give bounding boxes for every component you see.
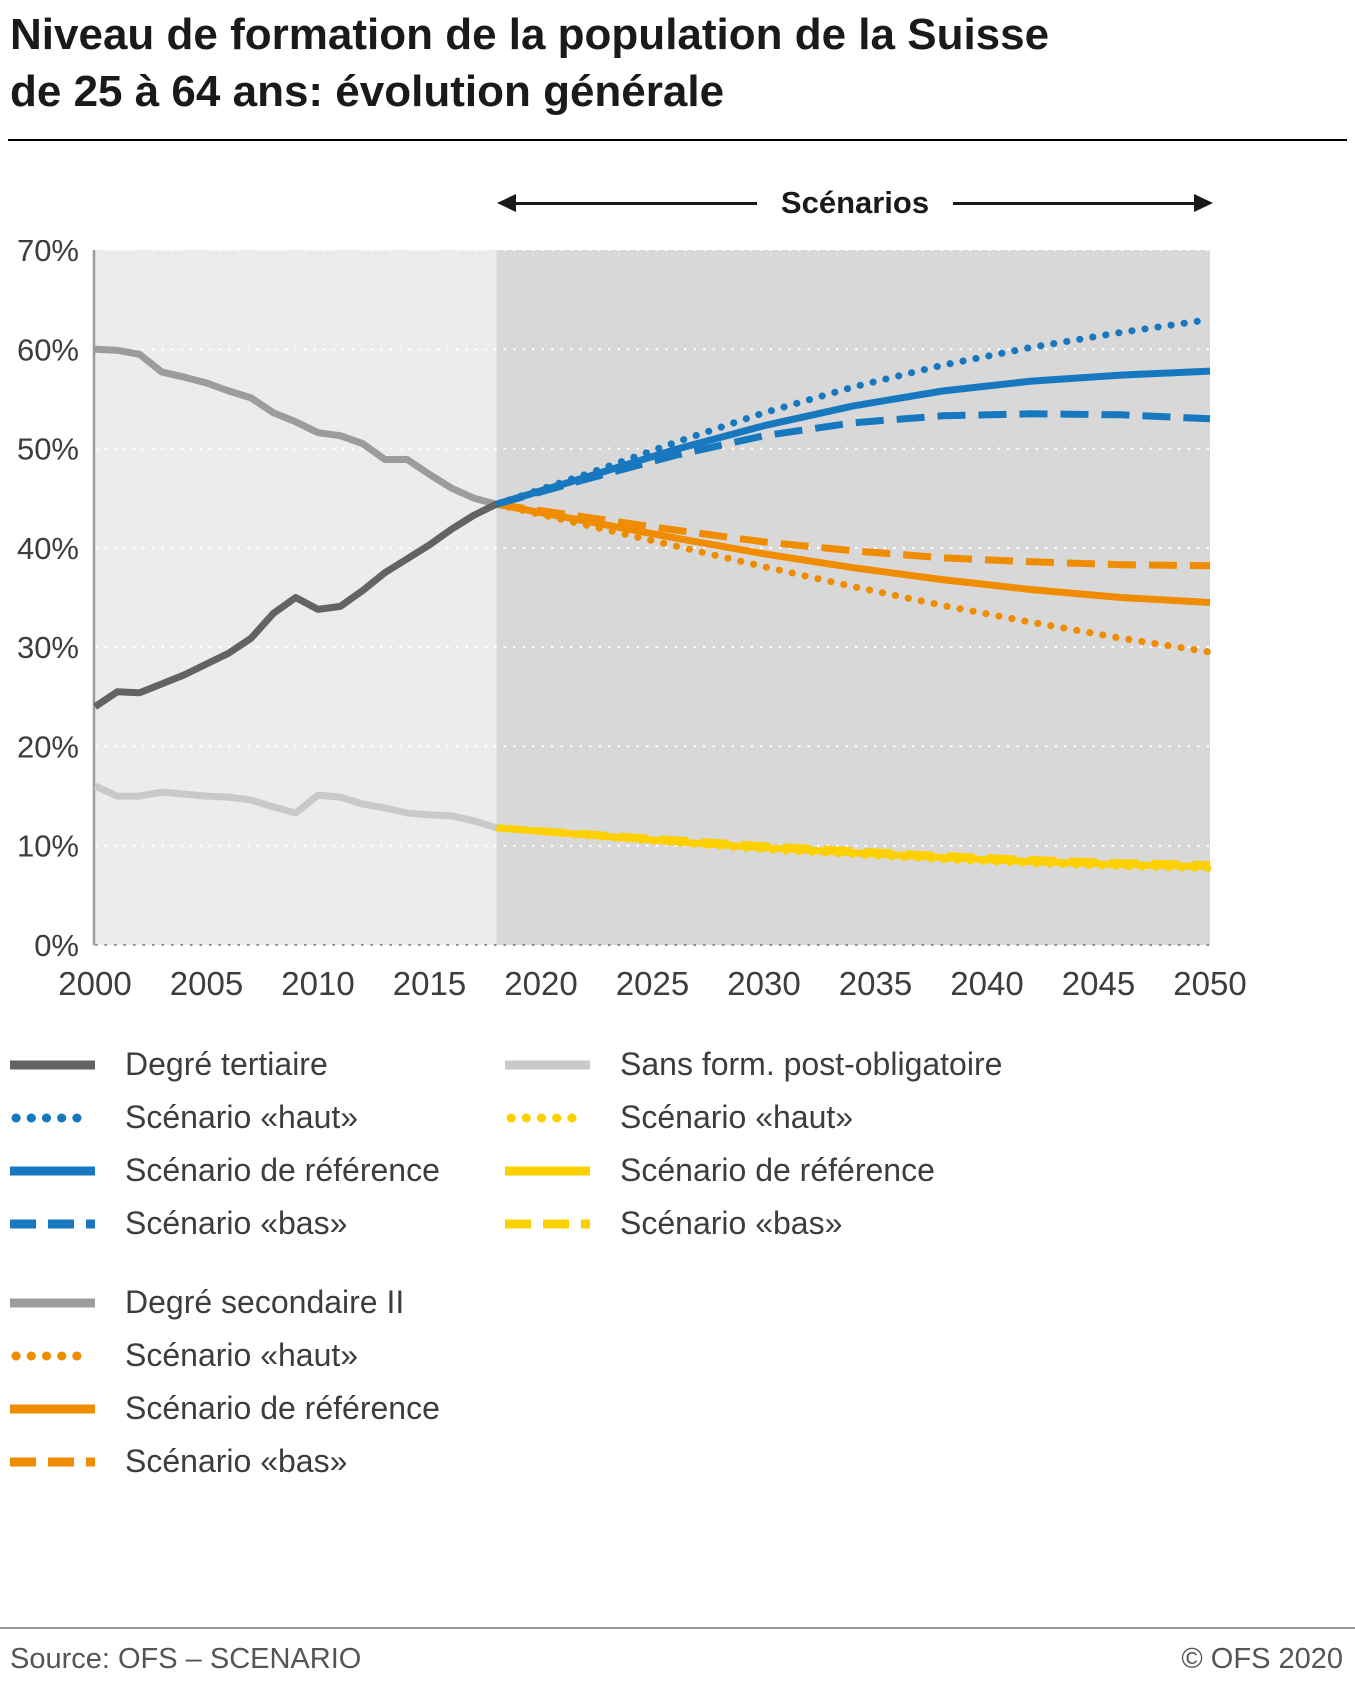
arrow-right-icon — [953, 193, 1214, 213]
series-sans-form-scenario-reference — [496, 824, 1211, 871]
x-tick-label: 2010 — [281, 965, 354, 1002]
y-tick-label: 10% — [17, 829, 79, 864]
legend-swatch-solid — [505, 1060, 590, 1069]
arrow-left-icon — [497, 193, 757, 213]
legend-swatch-dashed — [505, 1219, 590, 1228]
y-tick-label: 20% — [17, 729, 79, 764]
legend-item: Scénario de référence — [505, 1144, 1002, 1197]
x-tick-label: 2045 — [1062, 965, 1135, 1002]
page-title-line2: de 25 à 64 ans: évolution générale — [10, 67, 725, 116]
legend-item: Sans form. post-obligatoire — [505, 1038, 1002, 1091]
legend-swatch-dotted — [506, 1113, 590, 1122]
series-secondaire-historique — [94, 345, 498, 508]
y-tick-label: 40% — [17, 531, 79, 566]
x-tick-label: 2040 — [950, 965, 1023, 1002]
x-tick-label: 2030 — [727, 965, 800, 1002]
legend-swatch-dashed — [10, 1457, 95, 1466]
legend-swatch-dotted — [11, 1113, 95, 1122]
legend-label: Scénario «haut» — [125, 1337, 359, 1373]
legend-item: Scénario «bas» — [10, 1197, 440, 1250]
legend-label: Scénario «bas» — [125, 1205, 348, 1241]
x-tick-label: 2050 — [1173, 965, 1246, 1002]
education-level-chart: 0% 10% 20% 30% 40% 50% 60% 70% 2000 2005 2010 2015 2… — [17, 240, 1247, 1002]
legend-item: Scénario de référence — [10, 1144, 440, 1197]
scenario-label: Scénarios — [780, 185, 930, 220]
series-sans-form-historique — [93, 782, 498, 832]
x-tick-label: 2005 — [170, 965, 243, 1002]
legend-label: Scénario de référence — [620, 1152, 935, 1188]
legend-item: Scénario «bas» — [10, 1435, 440, 1488]
legend-item: Scénario de référence — [10, 1382, 440, 1435]
legend-label: Scénario de référence — [125, 1152, 440, 1188]
legend-swatch-solid — [10, 1404, 95, 1413]
footer-divider — [0, 1627, 1355, 1629]
x-tick-label: 2035 — [839, 965, 912, 1002]
series-secondaire-scenario-reference — [495, 500, 1211, 606]
legend-label: Scénario «bas» — [125, 1443, 348, 1479]
legend-label: Scénario de référence — [125, 1390, 440, 1426]
legend-label: Scénario «haut» — [620, 1099, 854, 1135]
legend-label: Degré tertiaire — [125, 1046, 328, 1082]
x-tick-label: 2020 — [504, 965, 577, 1002]
legend-item: Scénario «bas» — [505, 1197, 1002, 1250]
legend-label: Scénario «bas» — [620, 1205, 843, 1241]
y-tick-label: 60% — [17, 332, 79, 367]
legend-swatch-solid — [10, 1166, 95, 1175]
series-tertiaire-historique — [93, 501, 498, 710]
legend-swatch-dashed — [10, 1219, 95, 1228]
series-secondaire-scenario-bas — [495, 500, 1211, 570]
x-tick-label: 2025 — [616, 965, 689, 1002]
legend-item: Degré secondaire II — [10, 1276, 440, 1329]
legend-item: Scénario «haut» — [10, 1329, 440, 1382]
series-secondaire-scenario-haut — [492, 500, 1214, 656]
x-tick-label: 2015 — [393, 965, 466, 1002]
legend-swatch-solid — [10, 1060, 95, 1069]
legend-label: Sans form. post-obligatoire — [620, 1046, 1003, 1082]
legend-swatch-solid — [505, 1166, 590, 1175]
footer: Source: OFS – SCENARIO © OFS 2020 — [10, 1642, 1343, 1676]
x-tick-label: 2000 — [58, 965, 131, 1002]
legend-swatch-solid — [10, 1298, 95, 1307]
y-tick-label: 0% — [34, 928, 79, 963]
page-title-line1: Niveau de formation de la population de … — [10, 10, 1050, 59]
legend-item: Degré tertiaire — [10, 1038, 440, 1091]
copyright-text: © OFS 2020 — [1181, 1643, 1343, 1675]
legend-swatch-dotted — [11, 1351, 95, 1360]
series-tertiaire-scenario-haut — [492, 316, 1214, 508]
page-title: Niveau de formation de la population de … — [10, 6, 1049, 120]
y-tick-label: 50% — [17, 432, 79, 467]
legend-item: Scénario «haut» — [505, 1091, 1002, 1144]
legend-item: Scénario «haut» — [10, 1091, 440, 1144]
y-tick-label: 70% — [17, 240, 79, 268]
series-tertiaire-scenario-reference — [495, 367, 1211, 508]
scenario-header: Scénarios — [497, 185, 1214, 220]
title-divider — [8, 139, 1347, 141]
source-text: Source: OFS – SCENARIO — [10, 1643, 362, 1675]
legend-label: Scénario «haut» — [125, 1099, 359, 1135]
legend-column-right: Sans form. post-obligatoire Scénario «hau… — [505, 1038, 1002, 1250]
y-tick-label: 30% — [17, 630, 79, 665]
legend-column-left: Degré tertiaire Scénario «haut» Scénario d… — [10, 1038, 440, 1488]
legend-label: Degré secondaire II — [125, 1284, 405, 1320]
